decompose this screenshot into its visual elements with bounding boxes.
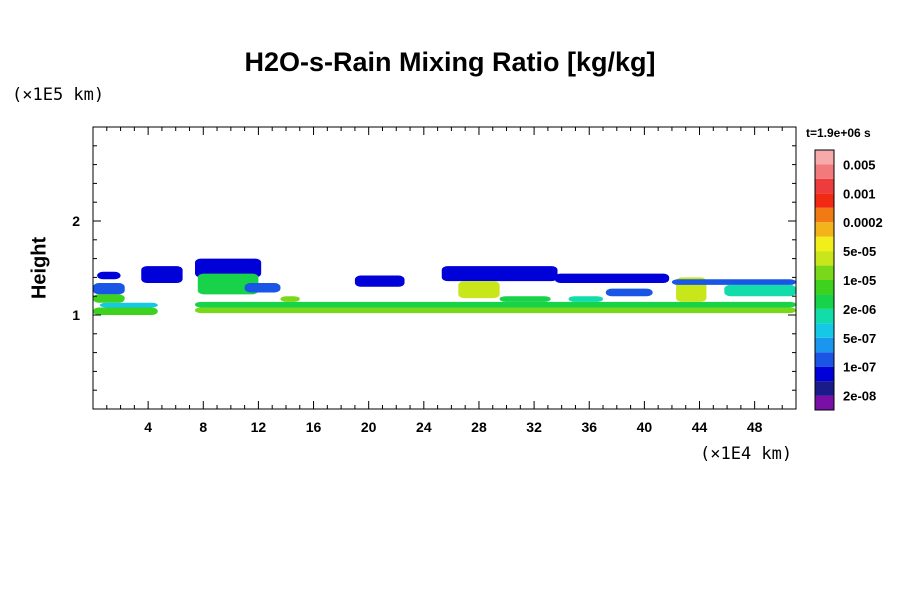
data-region xyxy=(244,283,281,293)
data-region xyxy=(141,266,183,284)
data-region xyxy=(671,279,796,285)
data-region xyxy=(724,284,796,297)
data-region xyxy=(195,301,797,308)
colorbar-swatch xyxy=(815,395,834,410)
data-region xyxy=(280,296,300,302)
colorbar-label: 5e-05 xyxy=(843,244,876,259)
chart-title: H2O-s-Rain Mixing Ratio [kg/kg] xyxy=(244,47,656,77)
x-tick-label: 28 xyxy=(471,419,487,435)
colorbar-swatch xyxy=(815,280,834,295)
x-tick-label: 16 xyxy=(306,419,322,435)
colorbar-label: 0.005 xyxy=(843,157,876,172)
colorbar-frame xyxy=(814,149,835,411)
colorbar-swatch xyxy=(815,207,834,223)
data-region xyxy=(93,294,125,303)
data-region xyxy=(554,273,670,284)
x-tick-label: 4 xyxy=(144,419,152,435)
colorbar-label: 5e-07 xyxy=(843,331,876,346)
data-region xyxy=(605,288,653,297)
colorbar-swatch xyxy=(815,308,834,324)
colorbar-swatch xyxy=(815,251,834,266)
x-tick-label: 12 xyxy=(251,419,267,435)
colorbar-swatch xyxy=(815,381,834,396)
data-region xyxy=(354,275,405,287)
data-region xyxy=(458,281,500,299)
x-tick-label: 36 xyxy=(581,419,597,435)
colorbar-label: 2e-08 xyxy=(843,389,876,404)
colorbar-swatch xyxy=(815,236,834,252)
data-region xyxy=(99,302,158,308)
x-tick-label: 8 xyxy=(199,419,207,435)
colorbar-label: 1e-05 xyxy=(843,273,876,288)
colorbar-swatch xyxy=(815,323,834,338)
data-region xyxy=(195,307,797,314)
colorbar-swatch xyxy=(815,164,834,179)
y-tick-label: 1 xyxy=(72,307,80,323)
x-axis-unit-label: (×1E4 km) xyxy=(700,444,793,464)
data-region xyxy=(97,271,121,280)
x-tick-label: 32 xyxy=(526,419,542,435)
y-tick-label: 2 xyxy=(72,213,80,229)
data-region xyxy=(499,296,551,302)
colorbar-label: 0.001 xyxy=(843,186,876,201)
y-axis-unit-label: (×1E5 km) xyxy=(12,85,105,105)
colorbar-swatch xyxy=(815,150,834,165)
colorbar: 2e-08 1e-07 5e-07 2e-06 1e-05 5e-05 0.0002 0.00… xyxy=(814,149,883,411)
x-tick-label: 40 xyxy=(637,419,653,435)
data-region xyxy=(441,266,558,282)
colorbar-swatch xyxy=(815,337,834,353)
x-tick-label: 20 xyxy=(361,419,377,435)
plot-frame xyxy=(92,126,797,410)
colorbar-label: 1e-07 xyxy=(843,360,876,375)
colorbar-swatch xyxy=(815,294,834,309)
plot-layer xyxy=(93,258,797,315)
x-tick-label: 48 xyxy=(747,419,763,435)
colorbar-swatch xyxy=(815,222,834,237)
data-region xyxy=(197,273,259,295)
colorbar-swatch xyxy=(815,265,834,280)
data-region xyxy=(568,296,604,302)
colorbar-swatch xyxy=(815,366,834,382)
time-label: t=1.9e+06 s xyxy=(806,126,871,140)
colorbar-swatch xyxy=(815,178,834,194)
x-tick-label: 44 xyxy=(692,419,708,435)
data-region xyxy=(93,307,158,315)
data-region xyxy=(93,283,125,295)
colorbar-label: 0.0002 xyxy=(843,215,883,230)
x-tick-label: 24 xyxy=(416,419,432,435)
data-region xyxy=(195,258,262,278)
colorbar-label: 2e-06 xyxy=(843,302,876,317)
colorbar-swatch xyxy=(815,352,834,367)
colorbar-swatch xyxy=(815,193,834,208)
